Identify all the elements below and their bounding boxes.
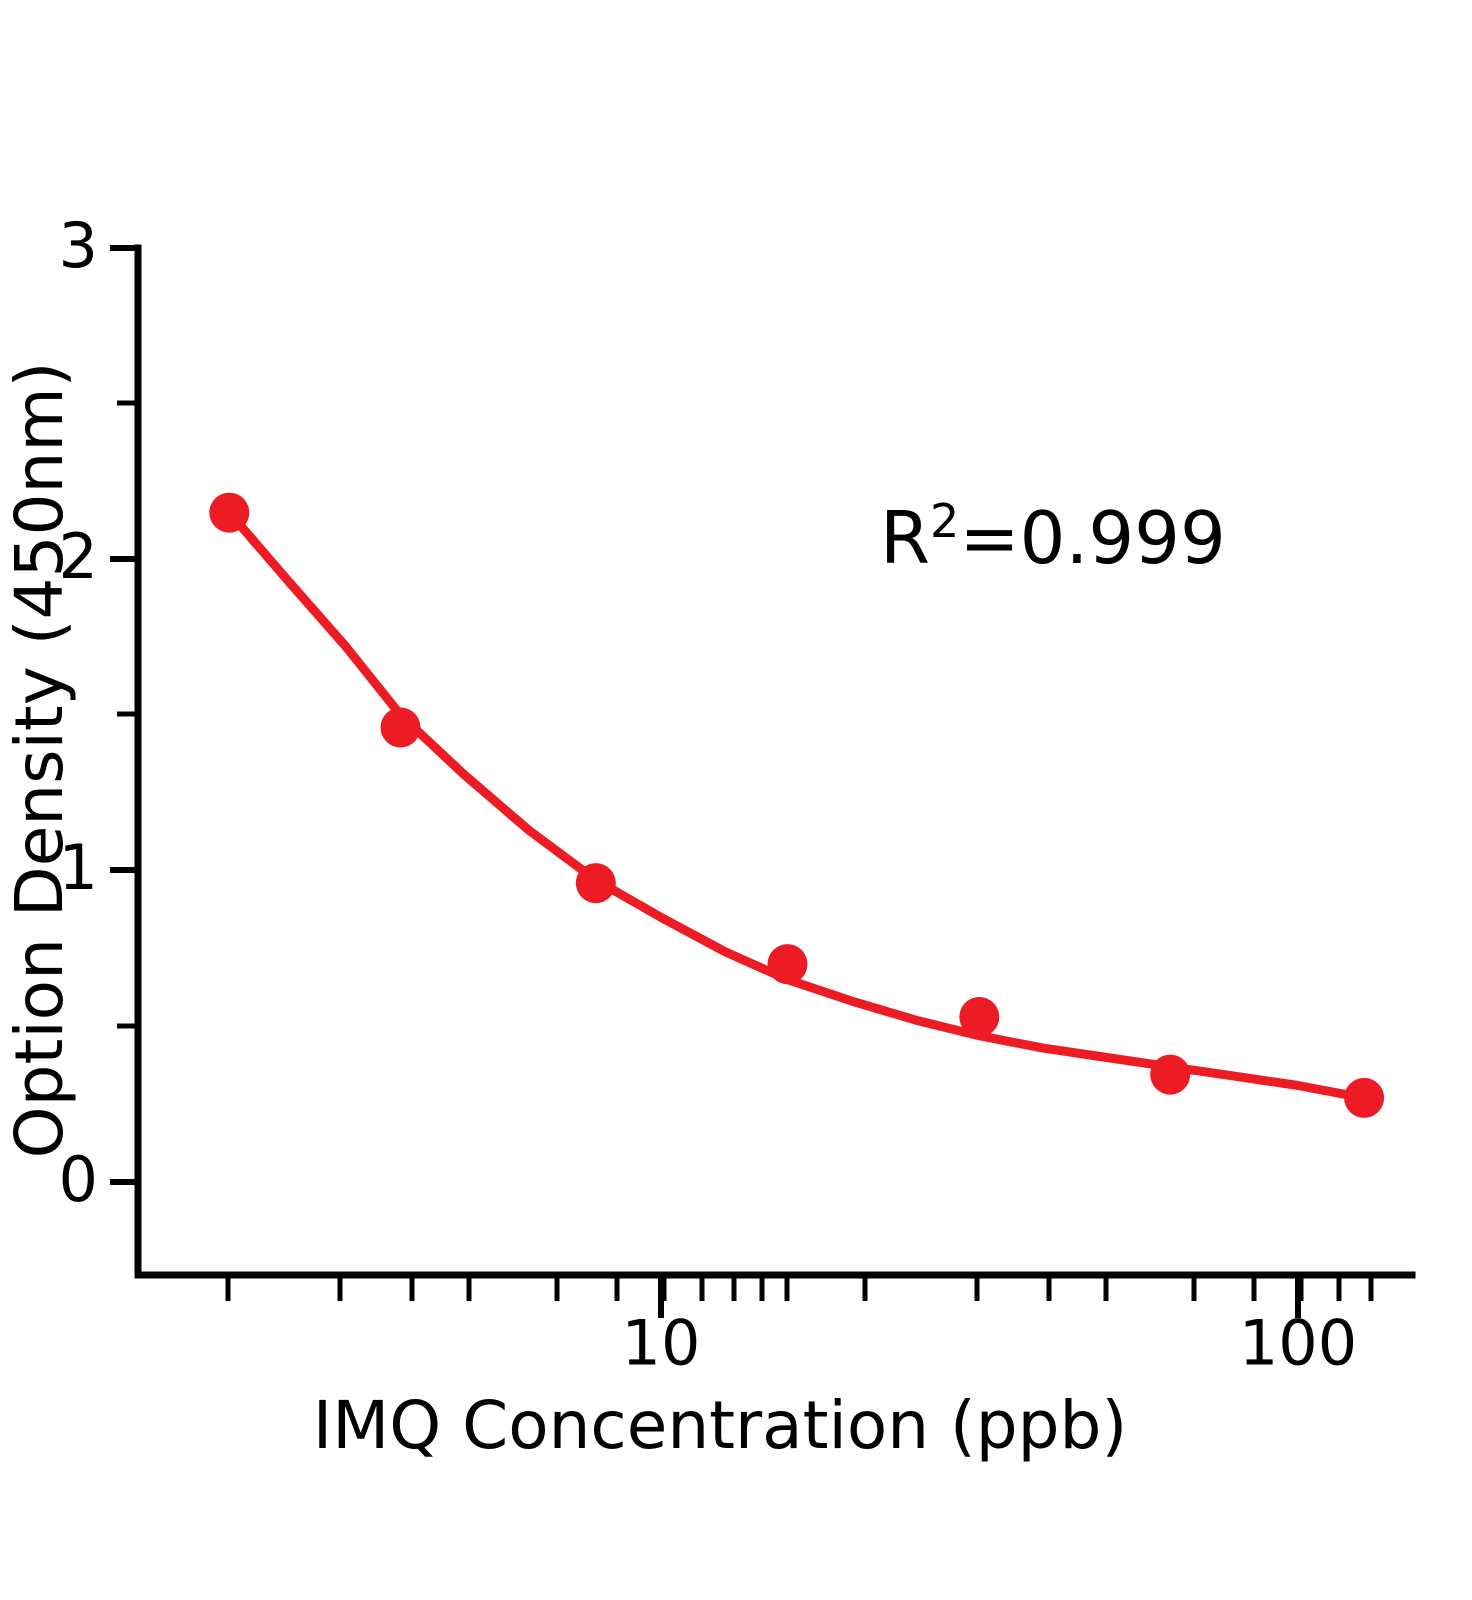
- y-tick-label-2: 2: [59, 520, 98, 593]
- fit-curve-group: [224, 508, 1369, 1103]
- fit-curve-path: [224, 508, 1369, 1103]
- data-points-group: [209, 492, 1385, 1118]
- data-point-marker: [767, 944, 808, 985]
- data-point-marker: [575, 863, 616, 904]
- y-axis-tick-labels: 3 2 1 0: [59, 209, 98, 1216]
- r-squared-text: R2=0.999: [880, 494, 1226, 580]
- y-axis-ticks: [110, 245, 138, 1185]
- y-axis-title: Option Density (450nm): [1, 362, 78, 1159]
- y-tick-label-3: 3: [59, 209, 98, 282]
- y-tick-label-1: 1: [59, 831, 98, 904]
- r-squared-prefix: R: [880, 496, 930, 580]
- data-point-marker: [380, 707, 421, 748]
- x-axis-title: IMQ Concentration (ppb): [313, 1387, 1127, 1464]
- data-point-marker: [1344, 1077, 1385, 1118]
- x-axis-ticks: [225, 1275, 1374, 1318]
- r-squared-superscript: 2: [930, 494, 959, 548]
- r-squared-suffix: =0.999: [959, 496, 1225, 580]
- data-point-marker: [959, 997, 1000, 1037]
- x-tick-label-10: 10: [622, 1306, 701, 1379]
- axes-group: [134, 244, 1416, 1279]
- x-axis-tick-labels: 10 100: [622, 1306, 1358, 1379]
- x-tick-label-100: 100: [1239, 1306, 1357, 1379]
- data-point-marker: [1150, 1054, 1191, 1095]
- r-squared-annotation: R2=0.999: [880, 494, 1226, 580]
- y-tick-label-0: 0: [59, 1143, 98, 1216]
- data-point-marker: [209, 492, 250, 533]
